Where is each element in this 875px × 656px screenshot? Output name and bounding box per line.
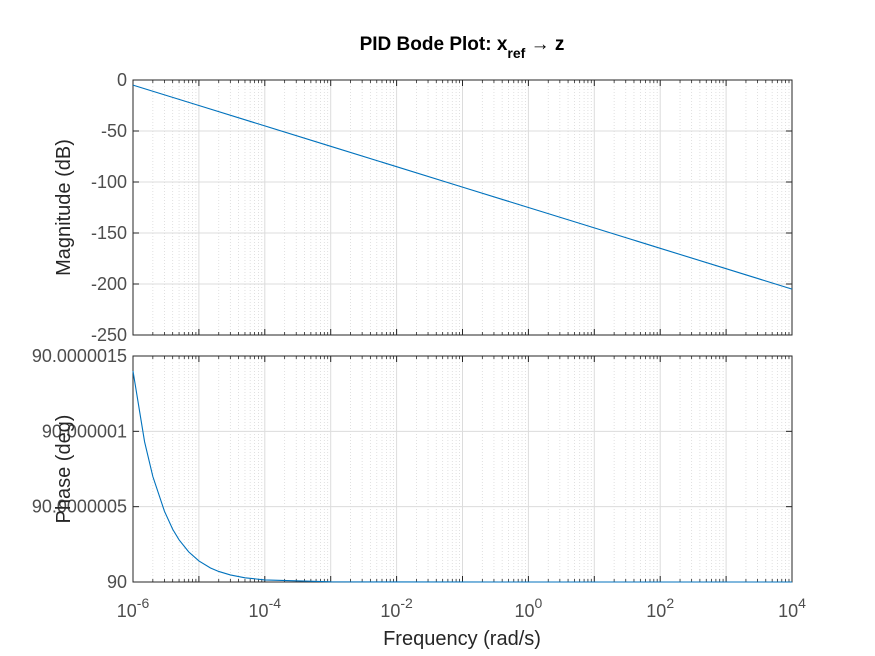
chart-title-main: PID Bode Plot: x (360, 34, 508, 55)
x-tick-label: 10-4 (249, 595, 282, 621)
chart-title-arrow: → (531, 34, 550, 55)
magnitude-panel: 0 -50 -100 -150 -200 -250 Magnitude (dB) (53, 70, 793, 345)
y-axis-label: Magnitude (dB) (53, 139, 75, 276)
y-tick-label: 90.000001 (42, 421, 127, 441)
y-tick-label: 90.0000015 (32, 346, 127, 366)
phase-panel: 90 90.0000005 90.000001 90.0000015 Phase (de… (32, 346, 806, 621)
x-tick-label: 10-2 (380, 595, 413, 621)
x-tick-label: 10-6 (117, 595, 150, 621)
chart-title: PID Bode Plot: xref → z (360, 34, 565, 61)
y-tick-label: -100 (91, 172, 127, 192)
x-tick-label: 102 (646, 595, 674, 621)
x-tick-label: 100 (514, 595, 542, 621)
y-tick-label: 90.0000005 (32, 497, 127, 517)
y-tick-label: -150 (91, 223, 127, 243)
y-tick-label: -250 (91, 325, 127, 345)
chart-title-subscript: ref (507, 45, 525, 61)
series-line (132, 370, 792, 583)
y-tick-label: 0 (117, 70, 127, 90)
y-tick-label: -50 (101, 121, 127, 141)
chart-title-suffix: z (555, 34, 565, 55)
y-tick-label: 90 (107, 572, 127, 592)
x-axis-label: Frequency (rad/s) (383, 628, 541, 650)
axes-box (132, 79, 793, 336)
y-tick-label: -200 (91, 274, 127, 294)
x-tick-label: 104 (778, 595, 806, 621)
series-line (132, 84, 793, 290)
y-axis-label: Phase (deg) (53, 415, 75, 524)
